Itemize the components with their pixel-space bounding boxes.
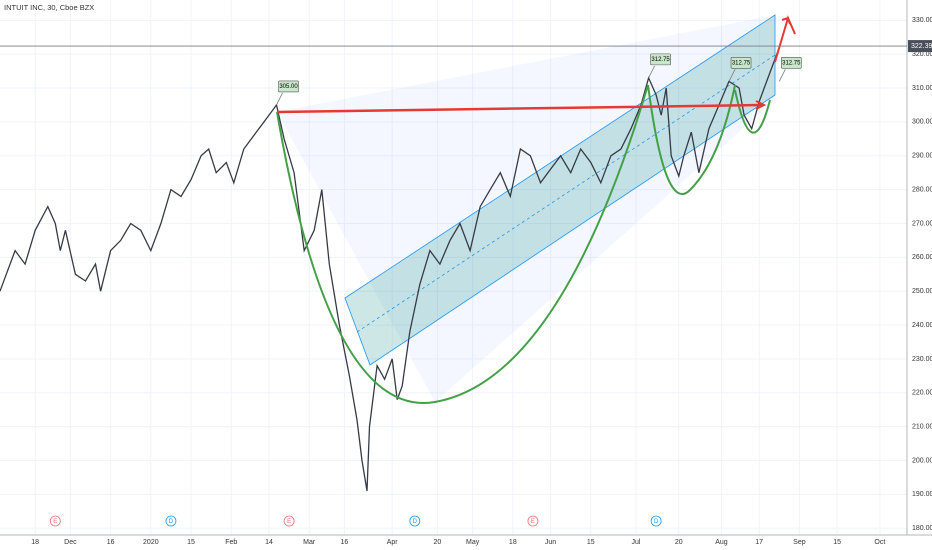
- plot: [0, 47, 780, 492]
- grid: [0, 0, 907, 535]
- callout-pointer: [276, 92, 283, 106]
- callout-pointer: [728, 69, 736, 82]
- x-tick-label: Jul: [632, 539, 641, 546]
- event-label: E: [531, 519, 535, 525]
- y-tick-label: 200.00: [912, 457, 932, 464]
- y-tick-label: 250.00: [912, 288, 932, 295]
- target-arrow: [774, 15, 796, 63]
- y-tick-label: 190.00: [912, 491, 932, 498]
- y-tick-label: 320.00: [912, 51, 932, 58]
- y-tick-label: 180.00: [912, 525, 932, 532]
- neckline-arrow: [755, 100, 767, 110]
- x-tick-label: Feb: [225, 539, 237, 546]
- pattern-area: [277, 15, 775, 402]
- chart-title: INTUIT INC, 30, Cboe BZX: [4, 3, 94, 12]
- callout-box: [730, 56, 752, 69]
- x-tick-label: 15: [833, 539, 841, 546]
- y-tick-label: 240.00: [912, 322, 932, 329]
- event-marker: [283, 515, 295, 527]
- x-tick-label: Apr: [387, 539, 399, 546]
- event-label: D: [169, 519, 174, 525]
- x-tick-label: 18: [509, 539, 517, 546]
- y-tick-label: 230.00: [912, 356, 932, 363]
- x-tick-label: Mar: [303, 539, 316, 546]
- last-price-box: [908, 40, 932, 53]
- event-label: E: [287, 519, 291, 525]
- x-tick-label: 16: [341, 539, 349, 546]
- callout-pointer: [778, 69, 786, 82]
- cup: [276, 84, 649, 404]
- x-tick-label: 15: [587, 539, 595, 546]
- event-label: E: [53, 519, 57, 525]
- y-tick-label: 330.00: [912, 17, 932, 24]
- event-marker: [165, 515, 177, 527]
- x-tick-label: Aug: [715, 539, 728, 546]
- y-tick-label: 300.00: [912, 119, 932, 126]
- callout-label: 305.00: [279, 84, 298, 90]
- callout-box: [781, 56, 802, 69]
- event-marker: [527, 515, 539, 527]
- callout-label: 312.75: [732, 60, 751, 66]
- x-tick-label: 17: [755, 539, 763, 546]
- y-tick-label: 310.00: [912, 85, 932, 92]
- event-label: D: [413, 519, 418, 525]
- x-tick-label: 14: [265, 539, 273, 546]
- callout-label: 312.75: [651, 57, 670, 63]
- neckline: [276, 103, 763, 114]
- x-tick-label: Dec: [64, 539, 77, 546]
- x-tick-label: 15: [187, 539, 195, 546]
- callout-pointer: [648, 65, 655, 79]
- x-tick-label: 20: [675, 539, 683, 546]
- event-label: D: [654, 519, 659, 525]
- x-tick-label: 18: [31, 539, 39, 546]
- x-tick-label: 20: [434, 539, 442, 546]
- x-tick-label: Jun: [545, 539, 556, 546]
- callout-box: [650, 53, 671, 66]
- x-tick-label: 2020: [143, 539, 159, 546]
- callout-box: [278, 80, 299, 93]
- y-tick-label: 220.00: [912, 390, 932, 397]
- x-tick-label: May: [466, 539, 480, 546]
- y-tick-label: 270.00: [912, 220, 932, 227]
- y-tick-label: 260.00: [912, 254, 932, 261]
- last-price-label: 322.39: [911, 43, 932, 50]
- price-line: [0, 47, 780, 492]
- x-tick-label: Sep: [793, 539, 806, 546]
- event-marker: [409, 515, 421, 527]
- x-tick-label: 16: [107, 539, 115, 546]
- event-marker: [650, 515, 662, 527]
- y-tick-label: 210.00: [912, 423, 932, 430]
- x-tick-label: Oct: [874, 539, 885, 546]
- y-tick-label: 290.00: [912, 153, 932, 160]
- handle-1: [647, 84, 736, 196]
- callout-label: 312.75: [782, 60, 801, 66]
- y-tick-label: 280.00: [912, 186, 932, 193]
- event-marker: [49, 515, 61, 527]
